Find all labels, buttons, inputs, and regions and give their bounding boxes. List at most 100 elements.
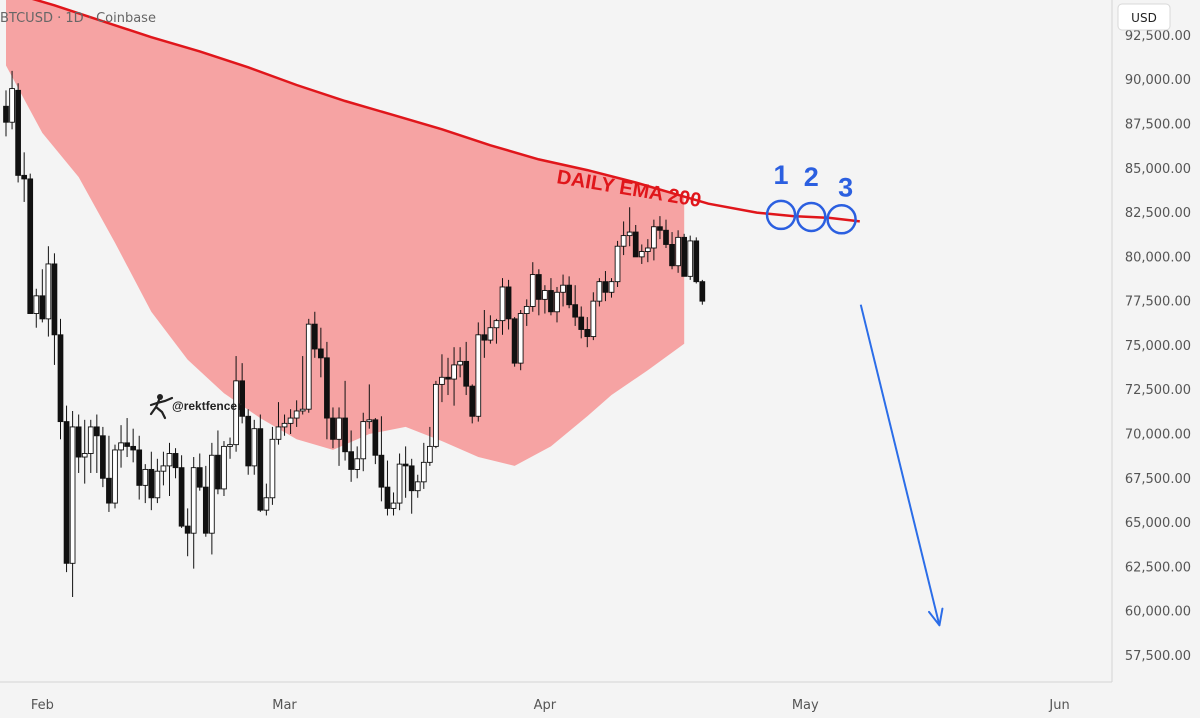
candle [638,244,645,264]
candle [463,341,470,396]
candle-body-down [535,274,542,300]
candle [669,232,675,270]
price-axis[interactable]: 92,500.00 90,000.00 87,500.00 85,000.00 82,5… [1111,0,1191,682]
candle-body-down [257,428,264,511]
time-axis[interactable]: Feb Mar Apr May Jun [0,681,1112,713]
candle-body-up [433,383,439,447]
candle [572,285,579,326]
y-tick-label: 57,500.00 [1125,649,1191,664]
candle [190,457,197,569]
candle [578,306,585,339]
candle-body-down [51,263,58,336]
candle-body-down [578,316,585,330]
candle-body-up [499,286,506,322]
candle-body-down [172,453,179,469]
candle [445,357,451,396]
candle [45,246,52,337]
projection-arrowhead [927,607,944,627]
projection-line [859,304,941,626]
candle [523,299,530,326]
candle-body-up [451,364,457,380]
candle [511,317,518,367]
candle [257,414,264,512]
candle [469,384,476,424]
candle-body-down [632,231,639,258]
candle-body-down [136,449,143,486]
candle-body-up [227,444,233,447]
y-tick-label: 82,500.00 [1125,206,1191,221]
candle-body-down [408,465,415,492]
x-tick-label: Apr [534,698,557,713]
candle-body-down [378,454,385,488]
candle-body-up [560,284,566,293]
candle-body-down [348,451,354,470]
candle [209,442,215,555]
touch-circle [765,199,797,231]
candle [305,318,312,413]
candle-body-down [196,467,203,488]
candle [602,271,609,302]
candle-body-down [184,525,191,534]
fencer-icon [149,394,174,420]
y-tick-label: 62,500.00 [1125,560,1191,575]
timeframe-label: 1D [65,11,83,26]
y-tick-label: 92,500.00 [1125,29,1191,44]
candle-body-up [336,417,342,440]
candle [542,285,548,314]
candle-body-down [693,240,700,283]
candle [366,384,373,429]
candle [184,508,191,557]
candle [529,262,536,312]
candle-body-up [620,235,627,247]
candle-body-up [396,463,403,504]
touch-circle [826,204,857,235]
candle [245,409,252,475]
candle-body-up [154,470,161,499]
candle [215,430,221,495]
candle [535,269,542,316]
candle [408,458,415,514]
candle-body-up [118,442,124,451]
candle-body-down [63,421,70,564]
candle [372,418,379,465]
currency-badge[interactable] [1117,3,1171,31]
candle [354,446,361,479]
candle-body-up [299,408,306,412]
candle-body-up [614,245,621,283]
chart-header: BTCUSD · 1D · Coinbase [0,11,156,26]
candle [651,219,657,261]
candles-group [3,70,706,597]
candle-body-up [554,291,560,313]
candle [87,419,94,473]
candle [275,402,282,445]
candle [402,446,409,498]
candle [221,441,227,496]
candle [342,380,348,461]
candle-body-up [305,323,312,410]
candle [475,322,482,422]
candle [626,207,633,247]
candle [269,426,276,505]
candle [517,310,524,371]
candle-body-up [209,454,215,534]
candle-body-down [669,244,675,267]
candle [614,240,621,287]
candle-body-up [523,306,530,314]
candle-body-down [106,477,112,504]
candle [384,460,391,516]
candle [233,356,239,452]
candle [451,347,457,406]
candle [499,278,506,335]
candle [318,327,324,378]
candle-body-up [651,226,657,249]
candle [396,453,403,511]
y-tick-label: 77,500.00 [1125,295,1191,310]
candle [39,269,46,323]
touch-number: 2 [804,162,819,192]
candle-body-up [9,88,15,123]
candle-body-up [281,422,288,428]
candle [148,451,155,511]
x-tick-label: Feb [31,698,54,713]
